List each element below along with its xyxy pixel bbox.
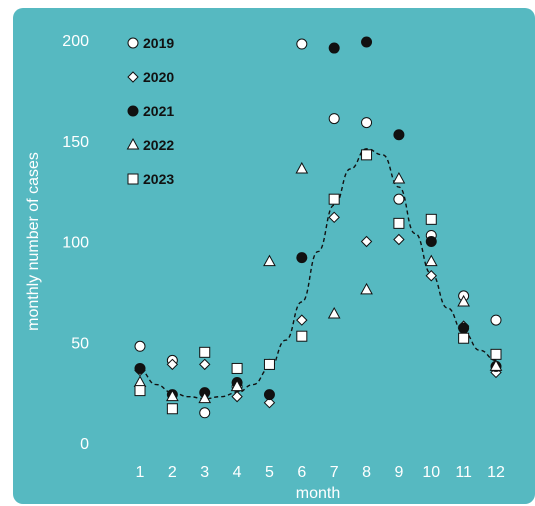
data-point bbox=[199, 358, 211, 371]
data-point bbox=[166, 403, 178, 415]
chart-panel: 0 50 100 150 200 1 2 3 4 5 6 7 8 9 10 11 12 month month… bbox=[13, 8, 535, 504]
x-tick-label: 2 bbox=[168, 464, 177, 481]
x-axis-ticks: 1 2 3 4 5 6 7 8 9 10 11 12 bbox=[136, 464, 505, 481]
series-2021 bbox=[134, 36, 502, 401]
legend-label: 2023 bbox=[143, 171, 174, 187]
data-point bbox=[230, 379, 244, 392]
data-point bbox=[361, 149, 373, 161]
y-tick-label: 50 bbox=[71, 335, 89, 352]
data-markers bbox=[133, 36, 503, 419]
data-point bbox=[231, 390, 243, 403]
data-point bbox=[199, 407, 211, 419]
data-point bbox=[458, 322, 470, 334]
series-2020 bbox=[134, 211, 502, 409]
data-point bbox=[424, 254, 438, 267]
x-tick-label: 9 bbox=[394, 464, 403, 481]
y-axis-label: monthly number of cases bbox=[25, 152, 42, 331]
x-tick-label: 11 bbox=[455, 464, 472, 481]
x-tick-label: 6 bbox=[297, 464, 306, 481]
data-point bbox=[296, 38, 308, 50]
data-point bbox=[263, 389, 275, 401]
data-point bbox=[392, 171, 406, 184]
legend-marker-2020 bbox=[127, 71, 139, 83]
x-tick-label: 12 bbox=[487, 464, 505, 481]
data-point bbox=[328, 193, 340, 205]
data-point bbox=[328, 42, 340, 54]
data-point bbox=[361, 117, 373, 129]
data-point bbox=[360, 282, 373, 295]
data-point bbox=[231, 362, 243, 374]
data-point bbox=[328, 211, 340, 224]
data-point bbox=[296, 314, 308, 326]
y-tick-label: 200 bbox=[62, 33, 89, 50]
x-tick-label: 8 bbox=[362, 464, 371, 481]
data-point bbox=[425, 236, 437, 247]
data-point bbox=[295, 161, 309, 174]
legend-label: 2020 bbox=[143, 69, 174, 85]
series-2019 bbox=[134, 38, 502, 419]
data-point bbox=[327, 307, 341, 319]
legend-label: 2019 bbox=[143, 35, 174, 51]
x-tick-label: 4 bbox=[233, 464, 242, 481]
data-point bbox=[360, 235, 373, 248]
x-tick-label: 7 bbox=[330, 464, 339, 481]
x-tick-label: 5 bbox=[265, 464, 274, 481]
series-2022 bbox=[133, 161, 503, 404]
x-tick-label: 1 bbox=[136, 464, 145, 481]
legend-marker-2021 bbox=[127, 105, 139, 117]
trend-line bbox=[139, 148, 497, 400]
data-point bbox=[393, 129, 405, 141]
legend-marker-2019 bbox=[127, 37, 139, 49]
data-point bbox=[361, 36, 373, 48]
data-point bbox=[263, 358, 275, 370]
x-tick-label: 3 bbox=[200, 464, 209, 481]
data-point bbox=[490, 314, 502, 326]
y-tick-label: 150 bbox=[62, 134, 89, 151]
data-point bbox=[457, 294, 470, 307]
data-point bbox=[393, 193, 405, 205]
data-point bbox=[425, 213, 437, 225]
data-point bbox=[458, 332, 470, 344]
data-point bbox=[489, 359, 503, 371]
data-point bbox=[393, 233, 405, 246]
data-point bbox=[296, 252, 308, 264]
y-tick-label: 100 bbox=[62, 235, 89, 252]
data-point bbox=[134, 362, 146, 374]
data-point bbox=[166, 389, 179, 402]
data-point bbox=[166, 358, 179, 371]
data-point bbox=[199, 346, 211, 358]
data-point bbox=[425, 270, 437, 282]
x-tick-label: 10 bbox=[422, 464, 440, 481]
data-point bbox=[263, 254, 276, 267]
data-point bbox=[393, 217, 405, 229]
x-axis-label: month bbox=[296, 485, 340, 502]
legend-label: 2022 bbox=[143, 137, 174, 153]
data-point bbox=[490, 348, 502, 360]
legend-label: 2021 bbox=[143, 103, 174, 119]
series-2023 bbox=[134, 149, 502, 415]
data-point bbox=[134, 340, 146, 352]
legend-marker-2023 bbox=[127, 173, 139, 185]
data-point bbox=[263, 396, 276, 409]
data-point bbox=[134, 385, 146, 397]
legend-marker-2022 bbox=[126, 137, 140, 150]
legend: 2019 2020 2021 2022 2023 bbox=[126, 35, 174, 187]
data-point bbox=[133, 375, 147, 388]
data-point bbox=[198, 391, 212, 404]
data-point bbox=[328, 113, 340, 125]
y-tick-label: 0 bbox=[80, 436, 89, 453]
y-axis-ticks: 0 50 100 150 200 bbox=[62, 33, 89, 453]
data-point bbox=[296, 330, 308, 342]
